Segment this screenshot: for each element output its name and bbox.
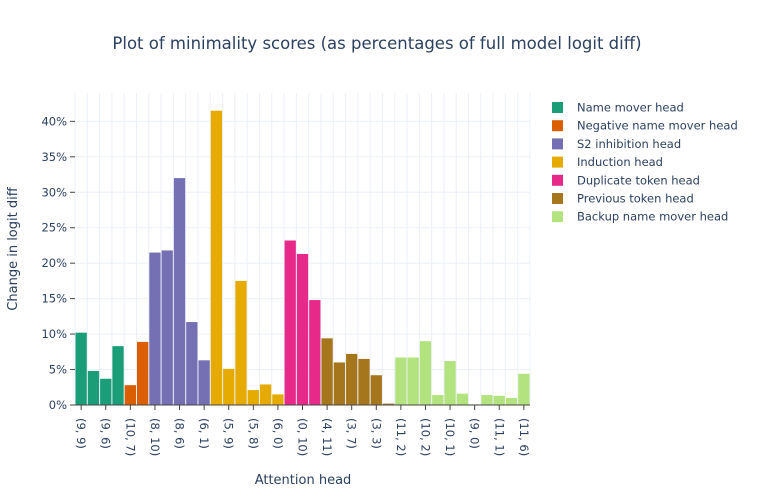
x-tick-label: (11, 2) xyxy=(394,418,408,456)
bar[interactable] xyxy=(419,341,432,405)
y-tick-label: 30% xyxy=(41,185,67,199)
legend-label: Previous token head xyxy=(577,192,694,206)
legend-swatch xyxy=(552,138,563,150)
legend-label: Name mover head xyxy=(577,101,684,115)
bar[interactable] xyxy=(124,385,136,405)
legend-label: Induction head xyxy=(577,155,663,169)
bar[interactable] xyxy=(321,338,333,405)
bar[interactable] xyxy=(296,253,309,405)
bar[interactable] xyxy=(75,332,87,405)
bar[interactable] xyxy=(259,384,272,405)
x-tick-label: (8, 10) xyxy=(148,418,162,456)
legend[interactable]: Name mover head Negative name mover head S… xyxy=(552,101,738,224)
bar[interactable] xyxy=(100,378,112,405)
x-tick-label: (0, 10) xyxy=(296,418,310,456)
legend-swatch xyxy=(552,102,563,113)
legend-swatch xyxy=(552,211,563,223)
legend-item[interactable]: S2 inhibition head xyxy=(552,137,681,151)
chart-title: Plot of minimality scores (as percentage… xyxy=(112,34,641,53)
y-tick-label: 25% xyxy=(41,221,67,235)
bar[interactable] xyxy=(395,357,407,405)
x-tick-label: (9, 6) xyxy=(99,418,113,449)
x-axis-ticks: (9, 9) (9, 6) (10, 7) (8, 10) (8, 6) (6, 1) (5… xyxy=(74,404,531,456)
bar[interactable] xyxy=(333,362,346,405)
y-axis-title: Change in logit diff xyxy=(6,186,21,310)
x-tick-label: (5, 8) xyxy=(246,418,260,449)
bar[interactable] xyxy=(136,341,149,405)
bar[interactable] xyxy=(161,250,173,405)
y-tick-label: 10% xyxy=(41,327,67,341)
bar[interactable] xyxy=(370,375,382,405)
bar[interactable] xyxy=(432,395,444,405)
bar[interactable] xyxy=(346,353,358,405)
bar[interactable] xyxy=(493,395,505,405)
x-tick-label: (10, 7) xyxy=(123,418,137,456)
y-tick-label: 15% xyxy=(41,292,67,306)
legend-item[interactable]: Negative name mover head xyxy=(552,119,738,133)
bar[interactable] xyxy=(223,368,235,405)
grid-layer xyxy=(74,93,531,405)
x-tick-label: (10, 2) xyxy=(418,418,432,456)
y-tick-label: 20% xyxy=(41,256,67,270)
bar[interactable] xyxy=(518,373,530,405)
legend-item[interactable]: Induction head xyxy=(552,155,663,169)
legend-item[interactable]: Duplicate token head xyxy=(552,173,700,187)
bars-layer xyxy=(75,110,530,406)
legend-item[interactable]: Name mover head xyxy=(552,101,684,115)
bar[interactable] xyxy=(235,280,247,405)
x-tick-label: (9, 9) xyxy=(74,418,88,449)
bar[interactable] xyxy=(149,252,161,405)
legend-swatch xyxy=(552,193,563,204)
bar[interactable] xyxy=(309,300,321,405)
bar[interactable] xyxy=(247,390,259,405)
legend-label: Backup name mover head xyxy=(577,210,728,224)
x-tick-label: (3, 3) xyxy=(369,418,383,449)
bar[interactable] xyxy=(382,403,395,405)
x-tick-label: (9, 0) xyxy=(468,418,482,449)
bar[interactable] xyxy=(173,178,186,405)
legend-item[interactable]: Previous token head xyxy=(552,192,694,206)
bar[interactable] xyxy=(198,360,210,405)
legend-swatch xyxy=(552,156,563,168)
bar[interactable] xyxy=(112,346,124,405)
y-tick-label: 35% xyxy=(41,150,67,164)
legend-swatch xyxy=(552,120,563,132)
bar[interactable] xyxy=(481,395,493,405)
bar[interactable] xyxy=(444,361,456,405)
legend-label: S2 inhibition head xyxy=(577,137,681,151)
x-tick-label: (6, 0) xyxy=(271,418,285,449)
x-tick-label: (11, 1) xyxy=(492,418,506,456)
bar[interactable] xyxy=(210,110,223,406)
x-axis-title: Attention head xyxy=(255,473,352,488)
x-tick-label: (11, 6) xyxy=(517,418,531,456)
legend-item[interactable]: Backup name mover head xyxy=(552,210,728,224)
x-tick-label: (5, 9) xyxy=(222,418,236,449)
legend-swatch xyxy=(552,174,563,186)
y-tick-label: 0% xyxy=(49,398,67,412)
legend-label: Negative name mover head xyxy=(577,119,738,133)
bar[interactable] xyxy=(186,322,198,405)
legend-label: Duplicate token head xyxy=(577,173,700,187)
y-tick-label: 5% xyxy=(49,363,67,377)
bar[interactable] xyxy=(407,357,419,405)
bar[interactable] xyxy=(284,240,296,405)
x-tick-label: (10, 1) xyxy=(443,418,457,456)
x-tick-label: (4, 11) xyxy=(320,418,334,456)
bar[interactable] xyxy=(358,358,370,405)
y-axis-ticks: 0% 5% 10% 15% 20% 25% 30% 35% 40% xyxy=(41,114,75,412)
bar[interactable] xyxy=(505,397,518,405)
bar[interactable] xyxy=(87,370,100,405)
bar[interactable] xyxy=(272,394,284,405)
x-tick-label: (6, 1) xyxy=(197,418,211,449)
bar[interactable] xyxy=(456,393,469,405)
x-tick-label: (3, 7) xyxy=(345,418,359,449)
x-tick-label: (8, 6) xyxy=(173,418,187,449)
y-tick-label: 40% xyxy=(41,114,67,128)
